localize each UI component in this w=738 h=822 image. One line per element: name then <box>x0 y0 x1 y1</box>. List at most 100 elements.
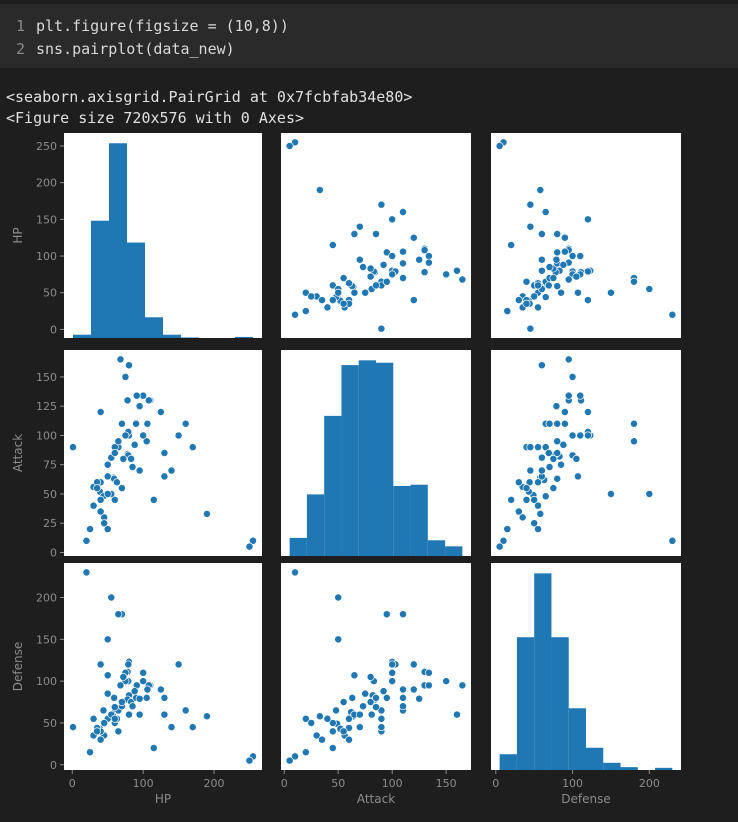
scatter-point <box>399 610 407 619</box>
scatter-point <box>117 419 126 428</box>
hist-bar <box>181 337 199 338</box>
x-axis-label: HP <box>155 792 171 806</box>
scatter-point <box>119 454 128 463</box>
scatter-point <box>537 453 546 462</box>
scatter-point <box>399 702 407 711</box>
hist-bar <box>324 415 342 556</box>
scatter-point <box>572 272 581 281</box>
hist-bar <box>341 365 359 556</box>
scatter-point <box>409 233 418 242</box>
scatter-point <box>339 274 348 283</box>
scatter-point <box>350 288 359 297</box>
scatter-point <box>332 706 341 715</box>
hist-bar <box>568 708 586 770</box>
scatter-point <box>409 685 418 694</box>
scatter-point <box>576 252 585 260</box>
y-axis-label: Defense <box>11 642 25 691</box>
scatter-point <box>388 215 397 224</box>
scatter-point <box>143 419 152 428</box>
hist-bar <box>516 637 535 770</box>
scatter-point <box>545 463 554 471</box>
scatter-point <box>139 677 148 686</box>
scatter-point <box>409 296 418 305</box>
scatter-point <box>174 660 183 669</box>
scatter-point <box>420 268 429 277</box>
scatter-point <box>415 255 424 264</box>
scatter-point <box>127 454 136 463</box>
hist-bar <box>499 754 517 770</box>
panel <box>281 563 471 770</box>
scatter-point <box>367 710 376 719</box>
scatter-point <box>139 668 148 677</box>
scatter-point <box>583 408 592 416</box>
scatter-point <box>86 748 94 757</box>
scatter-point <box>110 449 119 457</box>
scatter-point <box>424 258 433 267</box>
scatter-point <box>372 230 380 238</box>
scatter-point <box>668 310 677 319</box>
scatter-point <box>526 200 535 209</box>
hist-bar <box>376 362 394 556</box>
hist-bar <box>163 334 181 338</box>
scatter-point <box>114 437 123 446</box>
scatter-point <box>339 727 348 736</box>
scatter-point <box>572 454 581 463</box>
scatter-point <box>328 719 337 727</box>
scatter-point <box>559 260 568 269</box>
scatter-point <box>583 296 592 305</box>
y-tick-label: 150 <box>36 213 57 226</box>
scatter-point <box>249 536 257 545</box>
scatter-point <box>359 702 367 711</box>
scatter-point <box>377 200 386 209</box>
scatter-point <box>361 689 370 698</box>
scatter-point <box>522 495 531 504</box>
pairplot: 0 50 100 150 200 250 0 100 200 HP HP 0 25 50 75 100 125 1… <box>11 133 681 806</box>
scatter-point <box>630 437 638 446</box>
scatter-point <box>132 419 141 428</box>
scatter-point <box>573 288 582 297</box>
scatter-point <box>301 748 310 757</box>
scatter-point <box>545 263 554 271</box>
scatter-point <box>361 288 370 297</box>
scatter-point <box>103 490 112 498</box>
hist-bar <box>551 637 569 770</box>
x-tick-label: 0 <box>69 777 76 790</box>
scatter-point <box>110 495 119 504</box>
scatter-point <box>328 744 337 752</box>
scatter-point <box>553 474 562 483</box>
scatter-point <box>301 288 310 297</box>
scatter-point <box>453 266 461 275</box>
scatter-point <box>564 391 573 400</box>
scatter-point <box>382 248 391 257</box>
scatter-point <box>530 495 539 504</box>
code-cell[interactable] <box>0 4 738 68</box>
scatter-point <box>130 687 139 696</box>
x-tick-label: 200 <box>204 777 225 790</box>
scatter-point <box>526 222 535 231</box>
scatter-point <box>549 454 558 463</box>
code-line: plt.figure(figsize = (10,8)) <box>36 17 289 35</box>
scatter-point <box>379 687 388 696</box>
scatter-point <box>355 710 364 719</box>
y-tick-label: 200 <box>36 592 57 605</box>
scatter-point <box>424 681 433 690</box>
hist-bar <box>445 546 463 556</box>
scatter-point <box>89 714 98 723</box>
scatter-point <box>69 443 77 452</box>
hist-bar <box>603 762 621 770</box>
scatter-point <box>536 509 545 518</box>
scatter-point <box>128 702 137 711</box>
scatter-point <box>345 279 353 288</box>
scatter-point <box>116 681 125 690</box>
scatter-point <box>518 513 527 522</box>
scatter-point <box>110 703 119 712</box>
y-tick-label: 100 <box>36 675 57 688</box>
scatter-point <box>388 677 397 686</box>
scatter-point <box>537 266 546 275</box>
scatter-point <box>537 361 546 370</box>
scatter-point <box>552 402 561 411</box>
scatter-point <box>495 542 504 551</box>
scatter-point <box>123 396 132 405</box>
scatter-point <box>167 723 176 732</box>
scatter-point <box>377 723 386 732</box>
